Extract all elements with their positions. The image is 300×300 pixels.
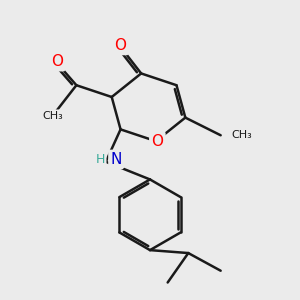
Text: H: H [95, 153, 105, 166]
Text: CH₃: CH₃ [43, 111, 63, 121]
Text: O: O [51, 54, 63, 69]
Text: CH₃: CH₃ [231, 130, 252, 140]
Text: N: N [110, 152, 122, 167]
Text: O: O [115, 38, 127, 53]
Text: O: O [152, 134, 164, 149]
